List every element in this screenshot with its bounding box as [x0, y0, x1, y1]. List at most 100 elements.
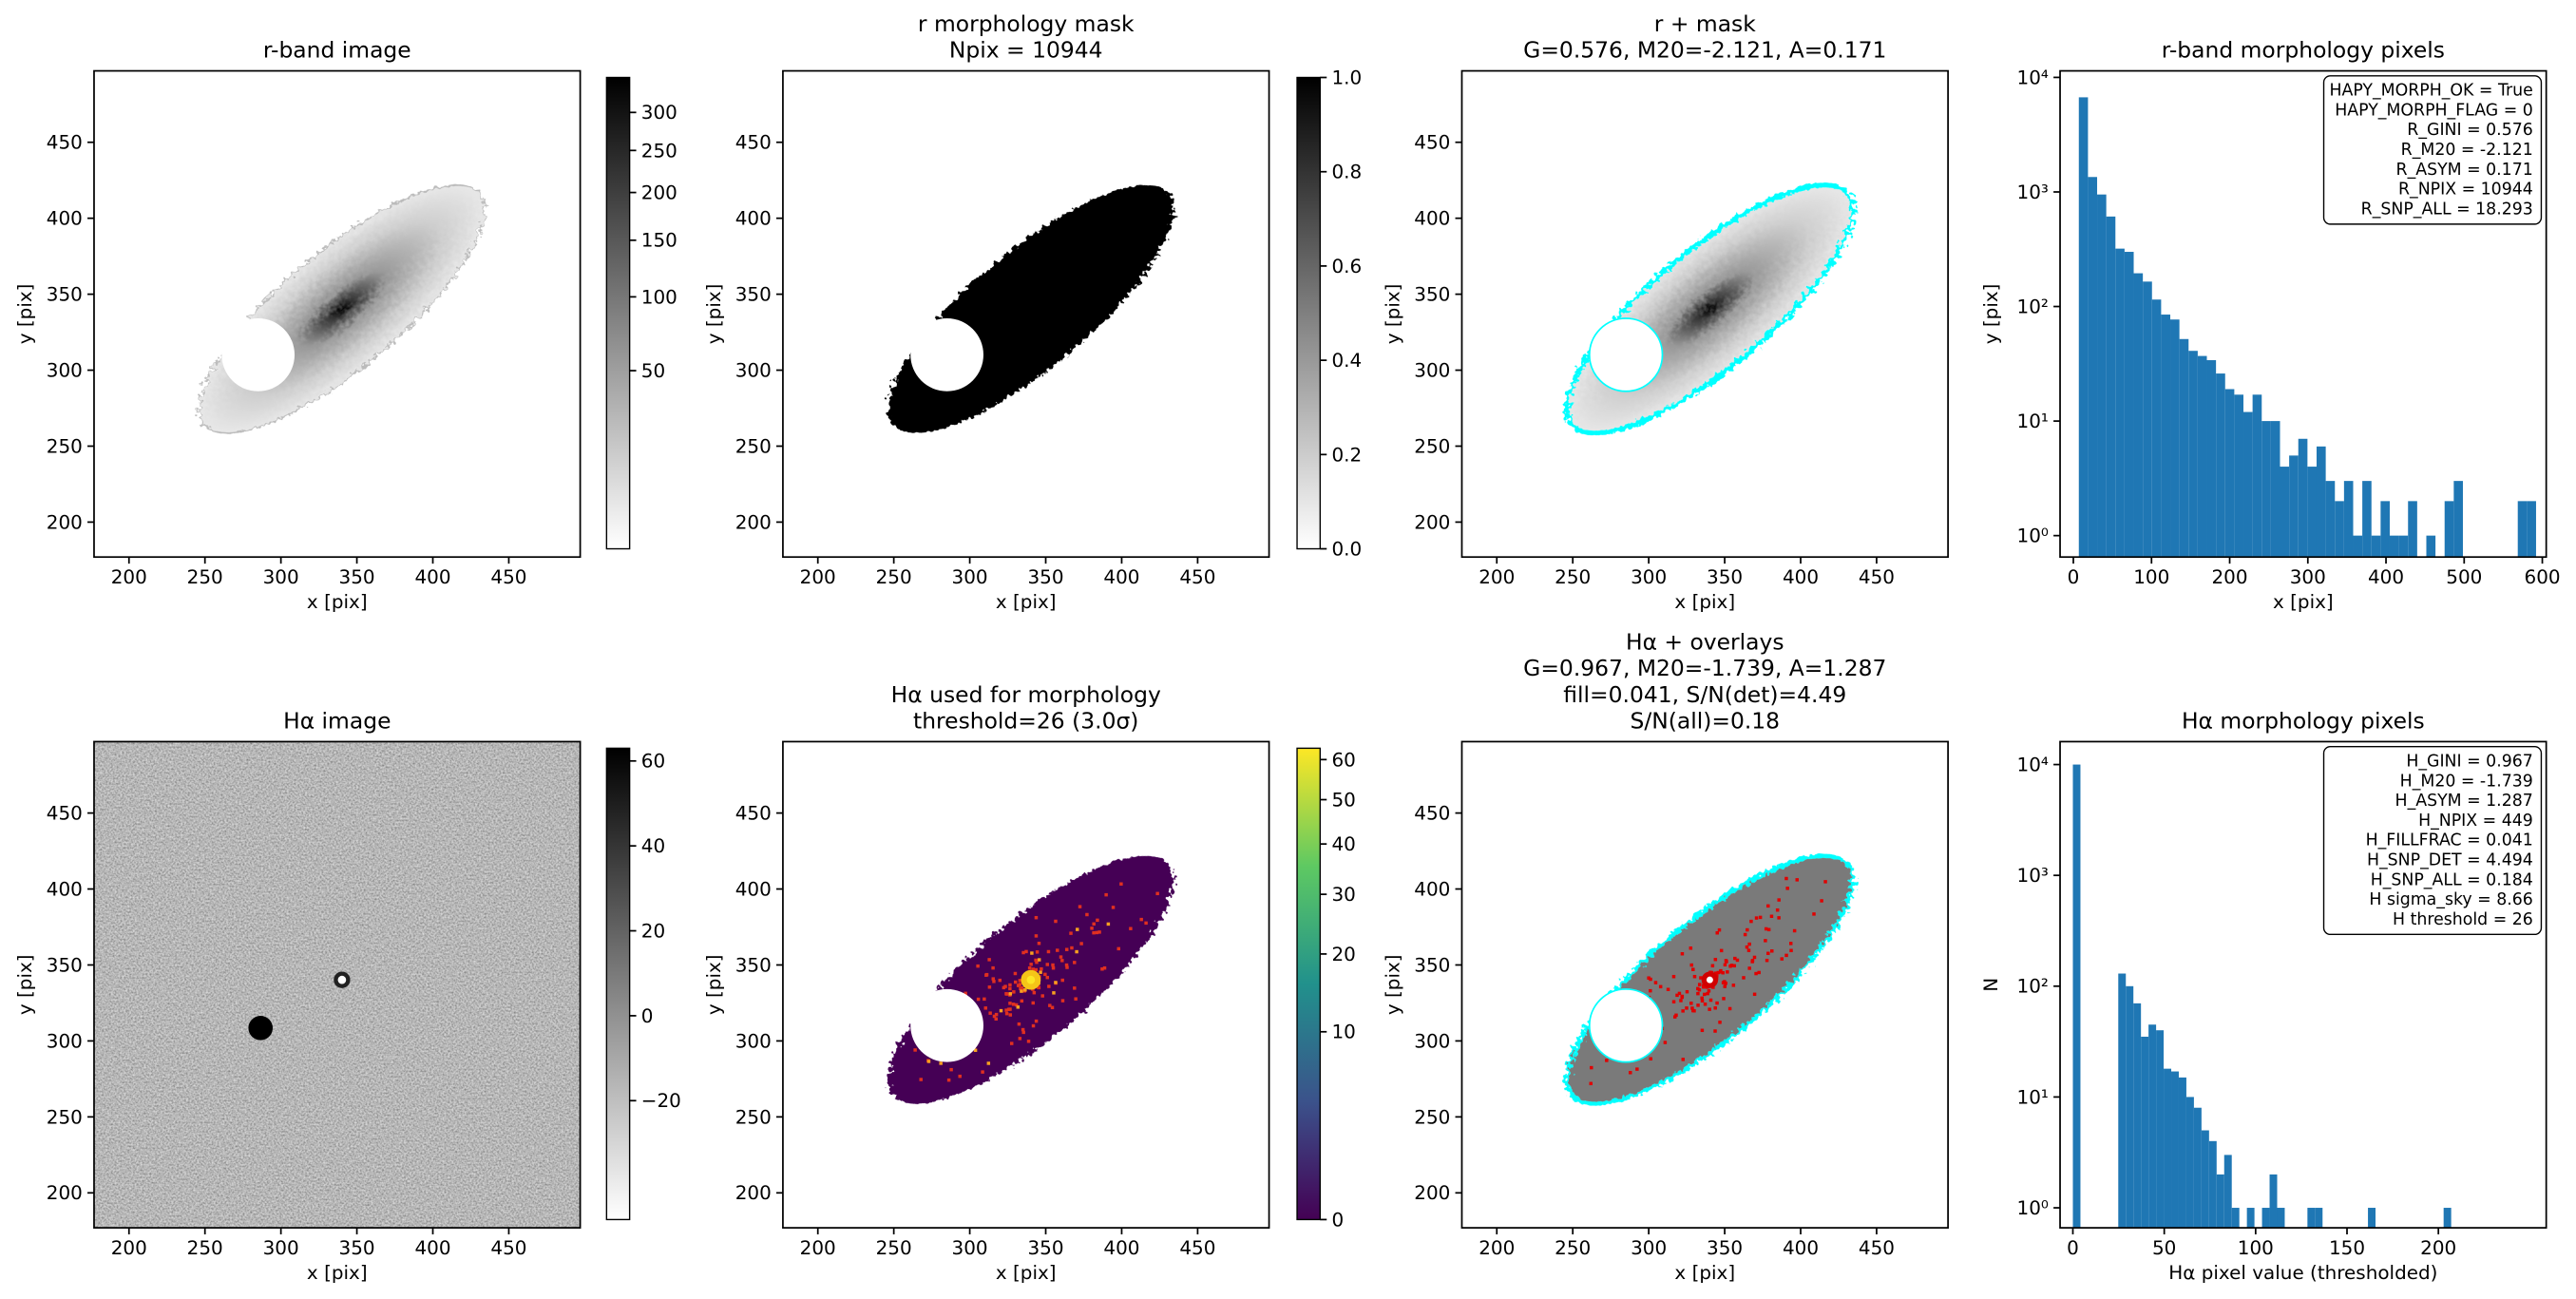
- y-tick-label: 10⁰: [2017, 525, 2049, 547]
- pixel-dot: [1713, 957, 1718, 962]
- pixel-dot: [1758, 915, 1763, 920]
- pixel-dot: [1653, 981, 1658, 984]
- pixel-dot: [1658, 984, 1663, 989]
- pixel-dot: [1795, 878, 1799, 882]
- y-axis-label: y [pix]: [13, 284, 36, 345]
- pixel-dot: [1023, 988, 1027, 992]
- y-tick-label: 450: [1414, 131, 1450, 154]
- pixel-dot: [1021, 1027, 1025, 1032]
- pixel-dot: [1689, 1002, 1693, 1005]
- colorbar-tick-label: −20: [641, 1089, 681, 1112]
- y-axis-label: y [pix]: [702, 284, 725, 345]
- colorbar-tick-label: 40: [641, 834, 665, 857]
- hist-bar: [2133, 1003, 2142, 1229]
- hist-bar: [2325, 481, 2336, 558]
- pixel-dot: [1716, 970, 1721, 975]
- pixel-dot: [1054, 919, 1058, 924]
- pixel-dot: [1008, 983, 1012, 987]
- annotation-line: H threshold = 26: [2393, 910, 2533, 929]
- pixel-dot: [1034, 958, 1038, 963]
- pixel-dot: [987, 958, 991, 962]
- hist-bar: [2444, 501, 2454, 558]
- pixel-dot: [1144, 921, 1148, 926]
- hist-bar: [2224, 389, 2235, 558]
- panel-title: Hα + overlays: [1626, 628, 1784, 655]
- hist-bar: [2193, 1107, 2202, 1229]
- annotation-line: HAPY_MORPH_FLAG = 0: [2335, 101, 2533, 120]
- colorbar-tick-label: 1.0: [1331, 66, 1362, 88]
- pixel-dot: [1004, 1011, 1009, 1016]
- annotation-box: [2322, 75, 2543, 225]
- x-tick-label: 350: [1027, 565, 1063, 588]
- colorbar: [605, 76, 631, 550]
- hist-bar: [2316, 446, 2326, 558]
- pixel-dot: [1784, 876, 1788, 881]
- pixel-dot: [1047, 984, 1051, 988]
- pixel-dot: [1697, 983, 1702, 986]
- colorbar-tick-label: 100: [641, 285, 677, 308]
- hist-bar: [2231, 1208, 2240, 1229]
- masked-region: [910, 317, 983, 392]
- colorbar-tick-label: 150: [641, 229, 677, 252]
- pixel-dot: [1703, 992, 1707, 997]
- x-tick-label: 200: [1479, 565, 1515, 588]
- pixel-dot: [1689, 946, 1693, 950]
- x-axis-label: x [pix]: [1674, 1261, 1735, 1284]
- colorbar-tick-label: 0: [641, 1004, 654, 1027]
- pixel-dot: [1070, 946, 1074, 950]
- pixel-dot: [1020, 986, 1024, 990]
- pixel-dot: [1092, 922, 1096, 926]
- pixel-dot: [1002, 985, 1006, 990]
- y-tick-label: 200: [1414, 510, 1450, 533]
- x-tick-label: 200: [800, 565, 836, 588]
- pixel-dot: [1052, 991, 1056, 995]
- axes-frame: [1460, 740, 1949, 1229]
- x-tick-label: 450: [1859, 1236, 1895, 1259]
- pixel-dot: [991, 977, 995, 981]
- x-tick-label: 350: [1707, 1236, 1743, 1259]
- x-tick-label: 200: [2420, 1236, 2456, 1259]
- y-tick-label: 200: [735, 510, 772, 533]
- axes-frame: [2059, 740, 2547, 1229]
- x-tick-label: 0: [2068, 565, 2080, 588]
- pixel-dot: [1129, 926, 1133, 930]
- pixel-dot: [1696, 1003, 1700, 1007]
- masked-region: [1588, 317, 1664, 392]
- pixel-dot: [1674, 1013, 1678, 1018]
- hist-bar: [2298, 438, 2308, 558]
- hist-bar: [2223, 1155, 2232, 1229]
- pixel-dot: [976, 964, 980, 968]
- panel-title: r morphology mask: [918, 10, 1135, 37]
- colorbar-tick-label: 0: [1331, 1208, 1344, 1231]
- hist-bar: [2426, 535, 2436, 558]
- pixel-dot: [1020, 989, 1023, 993]
- pixel-dot: [1060, 978, 1064, 983]
- pixel-dot: [1702, 984, 1706, 989]
- pixel-dot: [1784, 953, 1788, 958]
- core-center: [1706, 976, 1713, 984]
- y-tick-label: 400: [47, 877, 83, 900]
- pixel-dot: [1747, 942, 1751, 946]
- pixel-dot: [1649, 1057, 1652, 1060]
- pixel-dot: [1765, 958, 1769, 963]
- pixel-dot: [1785, 887, 1789, 890]
- pixel-dot: [1775, 907, 1780, 912]
- y-tick-label: 300: [735, 1029, 772, 1052]
- pixel-dot: [1729, 964, 1734, 967]
- masked-region: [910, 988, 983, 1062]
- panel-title: G=0.576, M20=-2.121, A=0.171: [1523, 37, 1886, 64]
- colorbar-tick-label: 60: [641, 750, 665, 773]
- pixel-dot: [1031, 1001, 1035, 1005]
- pixel-dot: [1680, 994, 1685, 999]
- pixel-dot: [1681, 1009, 1685, 1013]
- x-tick-label: 450: [490, 565, 526, 588]
- pixel-dot: [1034, 967, 1039, 972]
- pixel-dot: [1724, 959, 1728, 963]
- pixel-dot: [1677, 991, 1682, 996]
- pixel-dot: [1718, 970, 1723, 974]
- dark-spot: [248, 1016, 274, 1041]
- pixel-dot: [1034, 915, 1039, 920]
- colorbar-tick-label: 0.0: [1331, 537, 1362, 560]
- annotation-line: R_GINI = 0.576: [2407, 121, 2532, 140]
- pixel-dot: [939, 1061, 943, 1065]
